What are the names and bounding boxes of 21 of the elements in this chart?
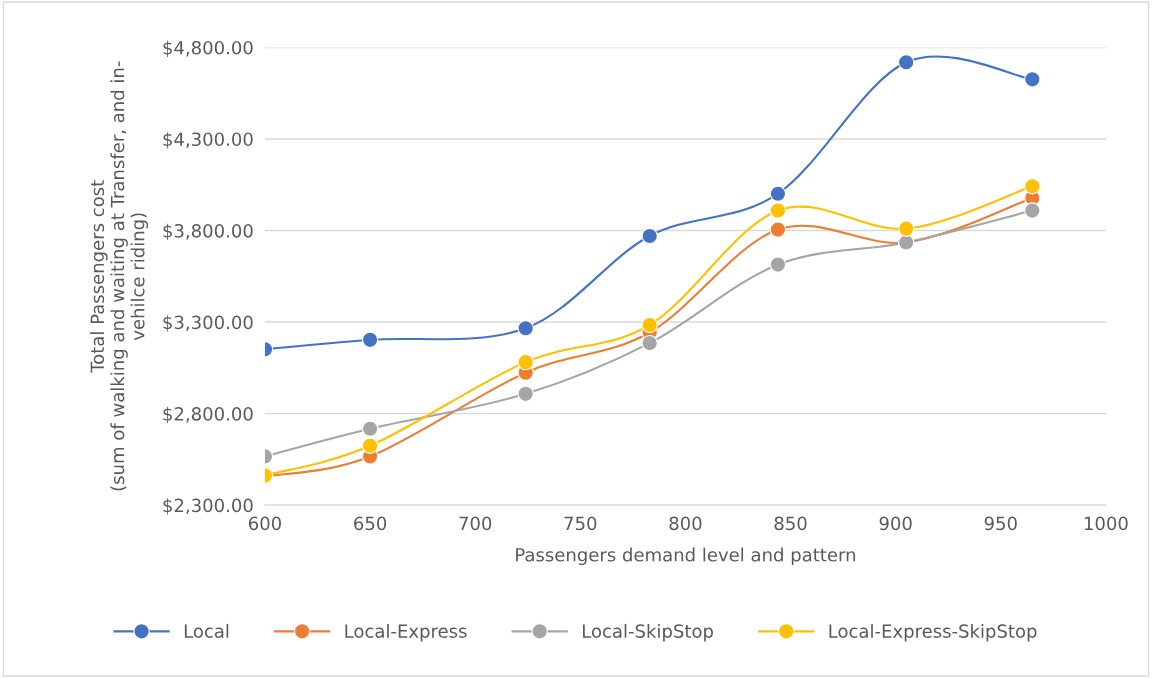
y-tick-label: $2,300.00 [163, 498, 253, 515]
y-axis-title: Total Passengers cost (sum of walking and waiting at Transfer, and in- vehilce riding) [90, 61, 149, 491]
x-tick-label: 650 [354, 516, 387, 531]
legend-label: Local-Express-SkipStop [829, 623, 1037, 642]
x-tick-label: 1000 [1084, 516, 1128, 531]
y-tick-label: $2,800.00 [163, 406, 253, 424]
x-tick-label: 700 [459, 516, 492, 531]
legend-label: Local-Express [345, 623, 467, 642]
x-tick-label: 600 [248, 516, 281, 531]
legend-label: Local-SkipStop [582, 623, 713, 642]
y-tick-label: $4,300.00 [163, 132, 253, 149]
x-tick-label: 900 [879, 516, 912, 531]
x-tick-label: 750 [564, 516, 597, 531]
x-tick-label: 850 [774, 516, 807, 531]
x-axis-title: Passengers demand level and pattern [516, 547, 856, 566]
y-tick-label: $4,800.00 [163, 40, 253, 57]
x-tick-label: 800 [669, 516, 702, 531]
legend-label: Local [184, 623, 229, 638]
x-tick-label: 950 [984, 516, 1017, 531]
y-tick-label: $3,800.00 [163, 223, 253, 241]
y-tick-label: $3,300.00 [163, 315, 253, 332]
